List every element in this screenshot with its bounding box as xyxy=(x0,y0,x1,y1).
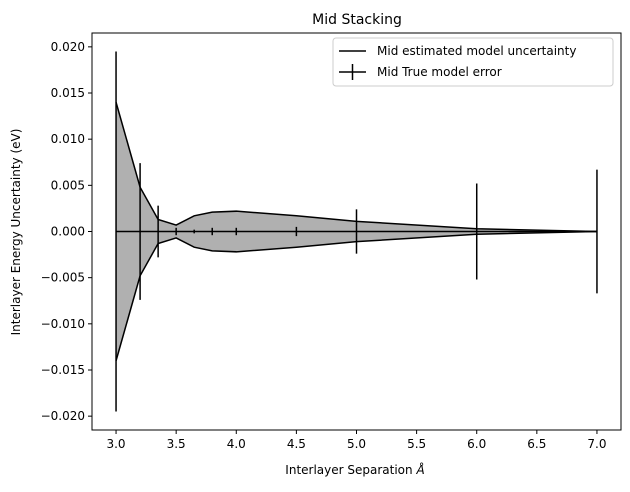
x-axis-label-text: Interlayer Separation xyxy=(285,463,412,477)
legend-label-true-error: Mid True model error xyxy=(377,65,502,79)
x-tick-label: 3.0 xyxy=(106,437,125,451)
x-axis-label-symbol: Å xyxy=(415,462,424,477)
y-tick-label: −0.015 xyxy=(41,363,85,377)
y-tick-label: −0.010 xyxy=(41,317,85,331)
x-axis-label: Interlayer Separation Å xyxy=(285,462,424,477)
x-axis: 3.0 3.5 4.0 4.5 5.0 5.5 6.0 6.5 7.0 xyxy=(106,430,607,451)
plot-area xyxy=(115,51,598,412)
y-tick-label: −0.005 xyxy=(41,271,85,285)
x-tick-label: 5.0 xyxy=(347,437,366,451)
x-tick-label: 5.5 xyxy=(407,437,426,451)
x-tick-label: 3.5 xyxy=(167,437,186,451)
x-tick-label: 6.0 xyxy=(467,437,486,451)
y-tick-label: 0.005 xyxy=(51,178,85,192)
x-tick-label: 4.0 xyxy=(227,437,246,451)
legend-box xyxy=(332,37,614,87)
y-axis: 0.020 0.015 0.010 0.005 0.000 −0.005 −0.010 −0.… xyxy=(41,40,92,423)
uncertainty-upper-line xyxy=(115,102,597,233)
x-tick-label: 6.5 xyxy=(527,437,546,451)
y-tick-label: 0.000 xyxy=(51,225,85,239)
y-tick-label: 0.015 xyxy=(51,86,85,100)
x-tick-label: 4.5 xyxy=(287,437,306,451)
legend: Mid estimated model uncertainty Mid True… xyxy=(332,37,614,87)
legend-label-uncertainty: Mid estimated model uncertainty xyxy=(377,44,576,58)
y-tick-label: 0.020 xyxy=(51,40,85,54)
y-tick-label: 0.010 xyxy=(51,132,85,146)
plot-frame xyxy=(91,32,622,431)
y-tick-label: −0.020 xyxy=(41,409,85,423)
uncertainty-lower-line xyxy=(115,230,597,361)
chart-title: Mid Stacking xyxy=(312,12,402,28)
y-axis-label: Interlayer Energy Uncertainty (eV) xyxy=(9,129,23,336)
x-tick-label: 7.0 xyxy=(587,437,606,451)
